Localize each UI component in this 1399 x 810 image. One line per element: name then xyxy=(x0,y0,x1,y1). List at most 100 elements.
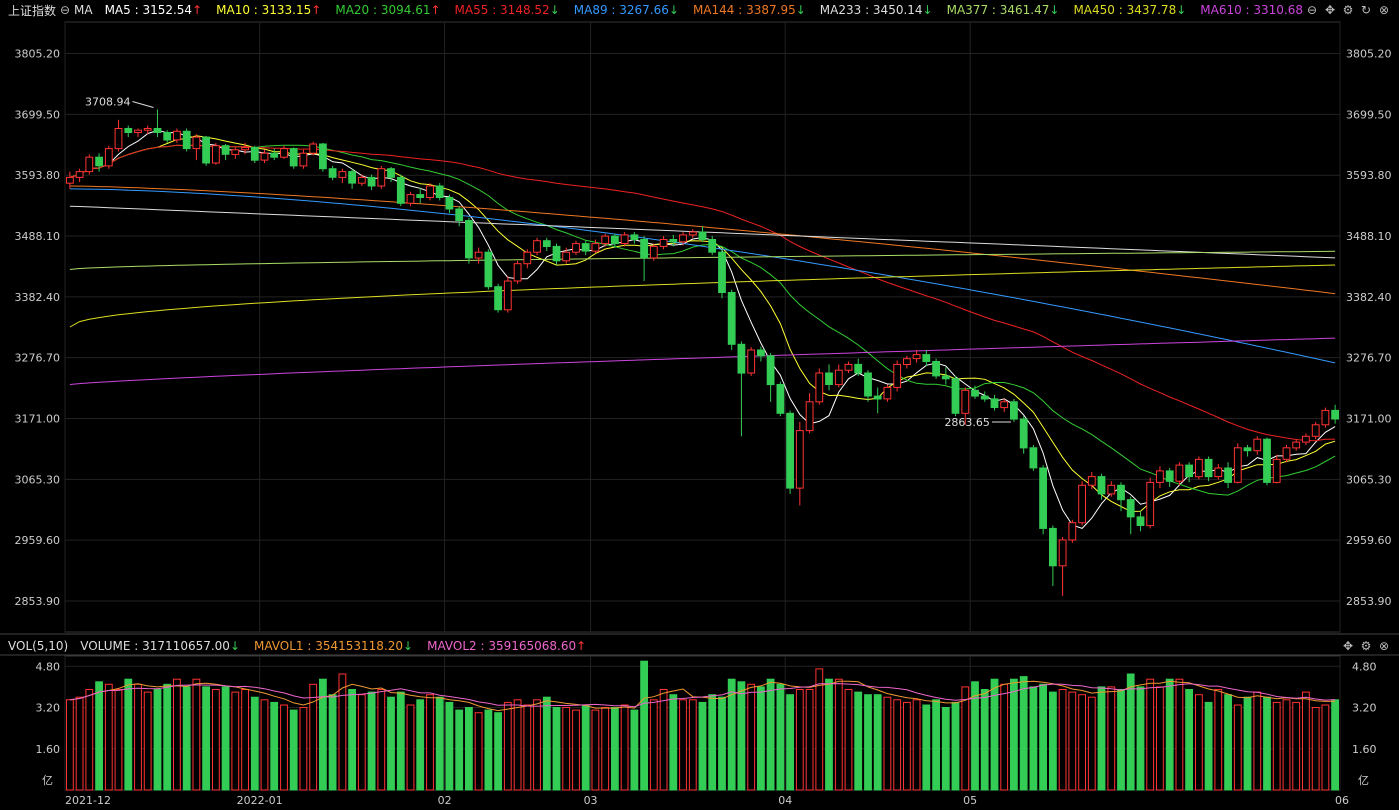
x-tick-label: 02 xyxy=(438,794,452,807)
price-tick-label-left: 2959.60 xyxy=(15,534,61,547)
collapse-icon[interactable]: ⊖ xyxy=(1306,3,1318,17)
volume-bar xyxy=(1272,701,1281,791)
candle-body xyxy=(620,234,629,244)
candle-body xyxy=(581,243,590,252)
x-tick-label: 2021-12 xyxy=(65,794,111,807)
volume-bar xyxy=(66,699,74,791)
gear-icon[interactable]: ⚙ xyxy=(1360,639,1372,653)
volume-tick-label-right: 3.20 xyxy=(1352,702,1377,715)
volume-bar xyxy=(961,686,970,791)
volume-bar xyxy=(805,689,814,791)
volume-bar xyxy=(786,694,795,791)
volume-bar xyxy=(319,678,327,791)
candle-body xyxy=(630,234,639,240)
price-tick-label-right: 3171.00 xyxy=(1346,413,1392,426)
vol-indicator-label[interactable]: VOL(5,10) xyxy=(8,639,69,653)
candle-body xyxy=(864,372,872,397)
volume-bar xyxy=(1224,694,1232,791)
volume-bar xyxy=(572,709,580,791)
volume-bar xyxy=(1107,686,1116,791)
price-tick-label-right: 2959.60 xyxy=(1346,534,1392,547)
price-tick-label-right: 3382.40 xyxy=(1346,291,1392,304)
volume-bar xyxy=(708,694,717,791)
volume-bar xyxy=(1175,678,1184,791)
volume-bar xyxy=(484,709,493,791)
candle-body xyxy=(883,386,892,400)
move-icon[interactable]: ✥ xyxy=(1342,639,1354,653)
candle-body xyxy=(192,136,201,150)
candle-body xyxy=(114,128,123,150)
volume-bar xyxy=(766,678,775,791)
volume-bar xyxy=(212,689,220,791)
refresh-icon[interactable]: ↻ xyxy=(1360,3,1372,17)
volume-bar xyxy=(416,699,425,791)
candle-body xyxy=(825,372,833,385)
trend-arrow: ↓ xyxy=(668,3,679,17)
minus-icon[interactable]: ⊖ xyxy=(59,3,71,17)
volume-bar xyxy=(679,699,687,791)
volume-bar xyxy=(260,699,269,791)
volume-bar xyxy=(834,678,843,791)
volume-bar xyxy=(640,660,649,791)
volume-bar xyxy=(270,701,279,791)
close-icon[interactable]: ⊗ xyxy=(1378,3,1390,17)
candle-body xyxy=(435,185,444,198)
high-annotation-arrow xyxy=(132,100,154,108)
volume-bar xyxy=(980,689,989,791)
candle-body xyxy=(465,220,473,259)
volume-bar xyxy=(815,668,824,791)
candle-body xyxy=(961,389,970,414)
volume-bar xyxy=(757,686,765,791)
candle-body xyxy=(1302,435,1310,443)
candle-body xyxy=(153,128,162,133)
candle-body xyxy=(484,251,493,288)
trend-arrow: ↓ xyxy=(922,3,933,17)
volume-series xyxy=(66,660,1339,791)
volume-bar xyxy=(941,707,950,791)
candle-body xyxy=(367,176,376,187)
candle-body xyxy=(1156,470,1164,483)
volume-bar xyxy=(893,699,902,791)
candle-body xyxy=(786,412,795,489)
volume-bar xyxy=(825,678,833,791)
volume-bar xyxy=(1087,696,1096,791)
volume-bar xyxy=(250,696,259,791)
candle-body xyxy=(893,363,902,388)
volume-bar xyxy=(542,696,551,791)
volume-bar xyxy=(533,699,541,791)
volume-bar xyxy=(1204,701,1213,791)
volume-bar xyxy=(552,707,561,791)
volume-bar xyxy=(445,701,454,791)
trend-arrow: ↓ xyxy=(795,3,806,17)
close-icon[interactable]: ⊗ xyxy=(1378,639,1390,653)
volume-bar xyxy=(737,681,746,791)
candle-body xyxy=(260,152,269,161)
gear-icon[interactable]: ⚙ xyxy=(1342,3,1354,17)
candle-body xyxy=(1292,441,1301,449)
candle-body xyxy=(250,147,259,161)
candle-body xyxy=(854,363,863,374)
candle-body xyxy=(134,129,142,133)
x-tick-label: 05 xyxy=(963,794,977,807)
indicator-name[interactable]: MA xyxy=(74,3,93,17)
ma377-line xyxy=(69,250,1336,270)
candle-body xyxy=(1311,424,1320,437)
candle-body xyxy=(85,156,94,173)
volume-bar xyxy=(1029,686,1038,791)
volume-bar xyxy=(1243,696,1252,791)
candle-body xyxy=(980,395,989,400)
candle-body xyxy=(289,148,298,167)
candle-body xyxy=(445,197,454,210)
volume-bar xyxy=(465,707,473,791)
move-icon[interactable]: ✥ xyxy=(1324,3,1336,17)
volume-bar xyxy=(377,689,386,791)
x-tick-label: 2022-01 xyxy=(237,794,283,807)
volume-tick-label-left: 3.20 xyxy=(36,702,61,715)
volume-bar xyxy=(718,696,726,791)
candle-body xyxy=(747,349,756,374)
volume-bar xyxy=(104,683,113,791)
index-name[interactable]: 上证指数 xyxy=(8,3,57,18)
candle-body xyxy=(1331,409,1339,420)
volume-bar xyxy=(309,683,318,791)
candle-body xyxy=(182,130,191,150)
